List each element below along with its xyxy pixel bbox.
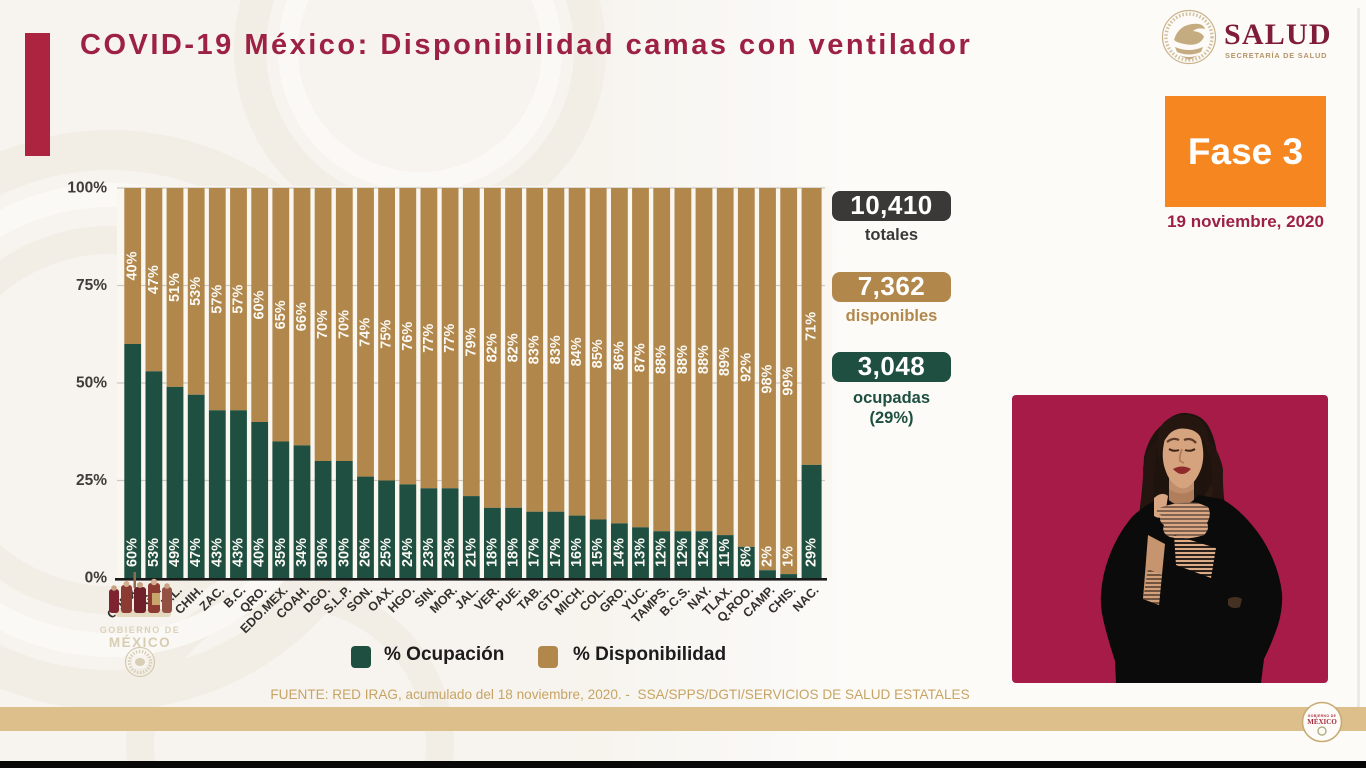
svg-text:77%: 77% (421, 324, 437, 353)
svg-text:29%: 29% (804, 538, 820, 567)
svg-text:86%: 86% (611, 341, 627, 370)
svg-text:30%: 30% (315, 538, 331, 567)
svg-text:16%: 16% (569, 538, 585, 567)
svg-text:30%: 30% (336, 538, 352, 567)
svg-text:60%: 60% (252, 290, 268, 319)
svg-text:25%: 25% (379, 538, 395, 567)
svg-text:11%: 11% (717, 539, 733, 567)
svg-text:85%: 85% (590, 339, 606, 368)
svg-text:12%: 12% (675, 538, 691, 567)
svg-text:23%: 23% (442, 538, 458, 567)
svg-text:26%: 26% (358, 538, 374, 567)
svg-text:70%: 70% (336, 310, 352, 339)
svg-text:88%: 88% (696, 345, 712, 374)
svg-text:50%: 50% (76, 375, 107, 392)
svg-text:53%: 53% (188, 277, 204, 306)
svg-text:79%: 79% (463, 327, 479, 356)
svg-text:21%: 21% (463, 538, 479, 567)
svg-text:51%: 51% (167, 273, 183, 302)
svg-text:75%: 75% (379, 320, 395, 349)
svg-text:88%: 88% (675, 345, 691, 374)
svg-text:17%: 17% (548, 538, 564, 567)
svg-text:35%: 35% (273, 538, 289, 567)
svg-text:23%: 23% (421, 538, 437, 567)
svg-text:18%: 18% (484, 538, 500, 567)
svg-text:88%: 88% (654, 345, 670, 374)
svg-text:65%: 65% (273, 300, 289, 329)
svg-text:76%: 76% (400, 322, 416, 351)
svg-text:53%: 53% (146, 538, 162, 567)
svg-text:83%: 83% (548, 335, 564, 364)
svg-text:82%: 82% (484, 333, 500, 362)
svg-text:57%: 57% (209, 285, 225, 314)
svg-text:82%: 82% (506, 333, 522, 362)
svg-text:75%: 75% (76, 277, 107, 294)
svg-text:40%: 40% (252, 538, 268, 567)
svg-text:84%: 84% (569, 337, 585, 366)
svg-text:2%: 2% (760, 546, 776, 567)
svg-text:12%: 12% (654, 538, 670, 567)
svg-text:34%: 34% (294, 538, 310, 567)
svg-text:MÉXICO: MÉXICO (109, 635, 171, 650)
svg-text:25%: 25% (76, 472, 107, 489)
svg-text:49%: 49% (167, 538, 183, 567)
svg-text:98%: 98% (760, 364, 776, 393)
svg-text:77%: 77% (442, 324, 458, 353)
svg-text:1%: 1% (781, 546, 797, 567)
svg-text:MÉXICO: MÉXICO (1307, 718, 1337, 726)
svg-text:0%: 0% (85, 570, 108, 587)
svg-text:17%: 17% (527, 538, 543, 567)
svg-text:15%: 15% (590, 538, 606, 567)
svg-text:SECRETARÍA DE SALUD: SECRETARÍA DE SALUD (1225, 51, 1327, 60)
svg-text:70%: 70% (315, 310, 331, 339)
svg-text:71%: 71% (804, 312, 820, 341)
svg-text:47%: 47% (188, 538, 204, 567)
svg-text:74%: 74% (358, 318, 374, 347)
svg-text:12%: 12% (696, 538, 712, 567)
svg-text:8%: 8% (738, 546, 754, 567)
svg-text:40%: 40% (125, 251, 141, 280)
svg-text:87%: 87% (633, 343, 649, 372)
svg-text:18%: 18% (506, 538, 522, 567)
svg-text:47%: 47% (146, 265, 162, 294)
svg-text:83%: 83% (527, 335, 543, 364)
svg-text:43%: 43% (231, 538, 247, 567)
svg-text:66%: 66% (294, 302, 310, 331)
svg-text:89%: 89% (717, 347, 733, 376)
svg-text:GOBIERNO DE: GOBIERNO DE (1308, 714, 1337, 718)
svg-text:24%: 24% (400, 538, 416, 567)
svg-text:SALUD: SALUD (1224, 18, 1332, 51)
svg-text:100%: 100% (67, 180, 107, 197)
svg-text:92%: 92% (738, 353, 754, 382)
svg-text:NAC.: NAC. (790, 583, 822, 615)
svg-text:GOBIERNO DE: GOBIERNO DE (100, 625, 181, 635)
svg-text:60%: 60% (125, 538, 141, 567)
svg-text:99%: 99% (781, 366, 797, 395)
svg-text:57%: 57% (231, 285, 247, 314)
svg-text:14%: 14% (611, 538, 627, 567)
svg-text:13%: 13% (633, 538, 649, 567)
svg-text:43%: 43% (209, 538, 225, 567)
